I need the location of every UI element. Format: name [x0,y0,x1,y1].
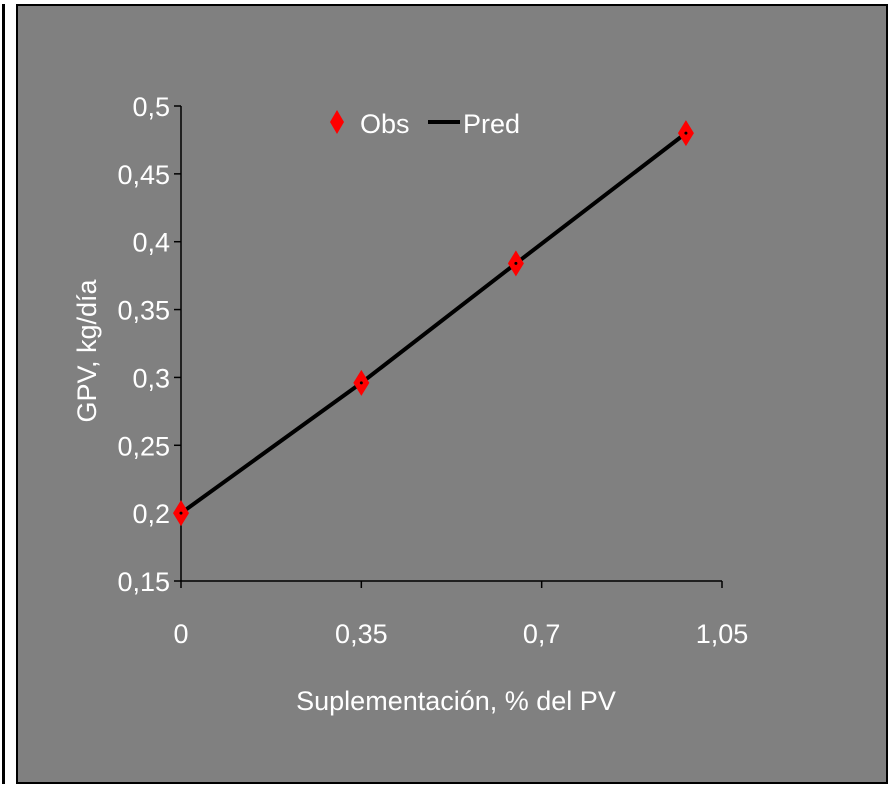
legend-pred-label: Pred [463,109,520,139]
obs-point-center [359,381,363,385]
obs-point-center [514,261,518,265]
y-ticks: 0,15 0,2 0,25 0,3 0,35 0,4 0,45 0,5 [117,92,181,597]
legend-obs-marker [330,110,344,134]
y-tick-label: 0,15 [117,567,170,597]
y-tick-label: 0,3 [132,363,170,393]
legend: Obs Pred [330,109,520,139]
x-ticks: 0 0,35 0,7 1,05 [173,581,748,649]
obs-point-center [179,511,183,515]
x-tick-label: 0,7 [523,619,561,649]
x-tick-label: 0 [173,619,188,649]
left-border-rule [2,4,5,784]
x-tick-label: 0,35 [335,619,388,649]
y-axis-title: GPV, kg/día [72,278,102,422]
axes [180,106,722,582]
y-tick-label: 0,5 [132,92,170,122]
x-tick-label: 1,05 [696,619,749,649]
pred-line [179,131,688,515]
y-tick-label: 0,45 [117,160,170,190]
y-tick-label: 0,35 [117,296,170,326]
y-tick-label: 0,4 [132,228,170,258]
legend-obs-label: Obs [360,109,410,139]
chart-frame [16,4,888,784]
y-tick-label: 0,2 [132,499,170,529]
series-layer [173,120,694,527]
x-axis-title: Suplementación, % del PV [296,686,616,716]
obs-point-center [684,131,688,135]
y-tick-label: 0,25 [117,431,170,461]
